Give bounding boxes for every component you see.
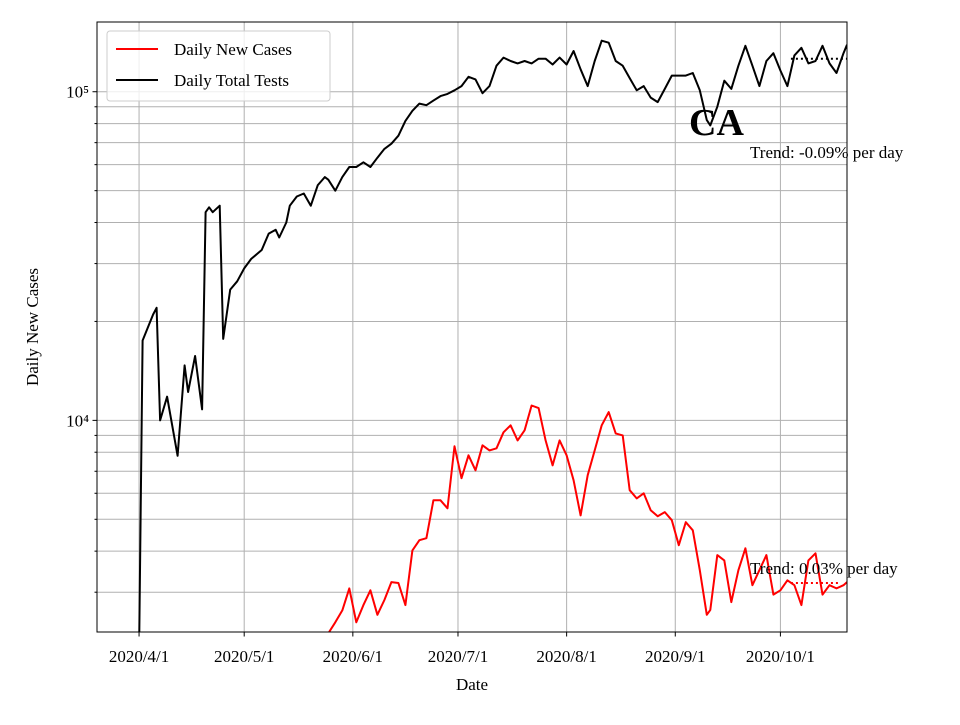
- y-tick-label: 10⁵: [66, 83, 89, 102]
- plot-frame: [96, 21, 848, 633]
- series-line: [327, 404, 847, 632]
- x-tick-label: 2020/9/1: [645, 647, 705, 666]
- x-tick-label: 2020/5/1: [214, 647, 274, 666]
- series-line: [138, 39, 847, 632]
- x-tick-label: 2020/7/1: [428, 647, 488, 666]
- state-label: CA: [689, 102, 744, 144]
- x-tick-label: 2020/10/1: [746, 647, 815, 666]
- legend-box: [106, 30, 331, 102]
- x-tick-label: 2020/4/1: [109, 647, 169, 666]
- y-tick-label: 10⁴: [66, 411, 89, 430]
- cases-trend-label: Trend: 0.03% per day: [750, 559, 898, 578]
- x-tick-label: 2020/8/1: [536, 647, 596, 666]
- x-axis-label: Date: [456, 675, 488, 694]
- tests-trend-label: Trend: -0.09% per day: [750, 143, 904, 162]
- y-axis-label: Daily New Cases: [23, 268, 42, 386]
- legend-label: Daily Total Tests: [174, 71, 289, 90]
- legend: Daily New Cases Daily Total Tests: [106, 30, 331, 102]
- plot-lines: [138, 39, 847, 632]
- ticks: 10⁴ 10⁵ 2020/4/1 2020/5/1 2020/6/1 2020/7/1 20…: [66, 83, 815, 666]
- x-tick-label: 2020/6/1: [323, 647, 383, 666]
- legend-label: Daily New Cases: [174, 40, 292, 59]
